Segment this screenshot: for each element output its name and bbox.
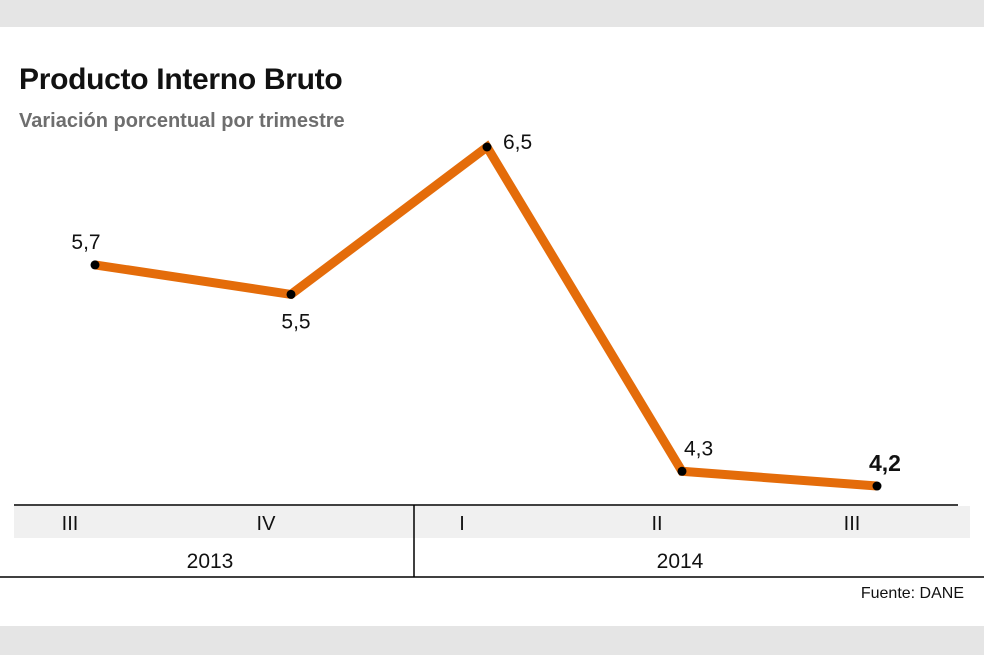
bottom-frame-band	[0, 626, 984, 655]
x-tick-label: I	[459, 513, 465, 535]
data-label: 5,5	[281, 310, 310, 333]
data-label: 4,3	[684, 437, 713, 460]
data-point	[90, 260, 100, 270]
x-group-label: 2014	[657, 550, 704, 573]
data-label: 5,7	[71, 231, 100, 254]
x-tick-label: III	[62, 513, 79, 535]
source-note: Fuente: DANE	[860, 585, 964, 602]
x-tick-label: II	[651, 513, 662, 535]
data-point	[872, 481, 882, 491]
data-point	[482, 142, 492, 152]
data-label: 4,2	[869, 450, 901, 476]
data-point	[677, 466, 687, 476]
data-label: 6,5	[503, 131, 532, 154]
series-line	[94, 140, 878, 491]
x-group-label: 2013	[187, 550, 234, 573]
chart-subtitle: Variación porcentual por trimestre	[19, 110, 345, 132]
tick-label-band	[14, 506, 970, 538]
top-frame-band	[0, 0, 984, 27]
x-tick-label: IV	[257, 513, 277, 535]
x-tick-label: III	[844, 513, 861, 535]
data-point	[286, 289, 296, 299]
chart-title: Producto Interno Bruto	[19, 63, 343, 96]
